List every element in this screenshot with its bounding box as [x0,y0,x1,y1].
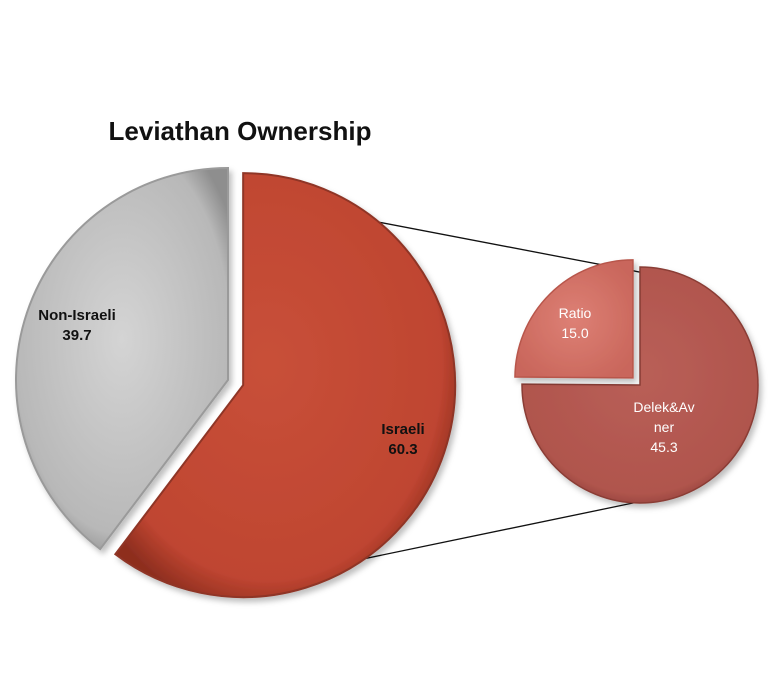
pie-slice-israeli [113,172,457,599]
pie-slice-non-israeli [15,166,229,551]
chart-title: Leviathan Ownership [109,116,372,146]
pie-slice-ratio [514,259,634,379]
data-label-non-israeli: Non-Israeli 39.7 [38,307,116,344]
data-label-delek-av-ner: Delek&Av ner 45.3 [633,399,694,455]
data-label-israeli: Israeli 60.3 [381,421,424,458]
data-labels: Non-Israeli 39.7 Israeli 60.3 Ratio 15.0 Delek… [38,305,694,458]
pie-slice-delek-av-ner [521,266,759,504]
breakdown-pie [514,259,759,504]
main-pie [15,166,457,599]
data-label-ratio: Ratio 15.0 [559,305,592,341]
